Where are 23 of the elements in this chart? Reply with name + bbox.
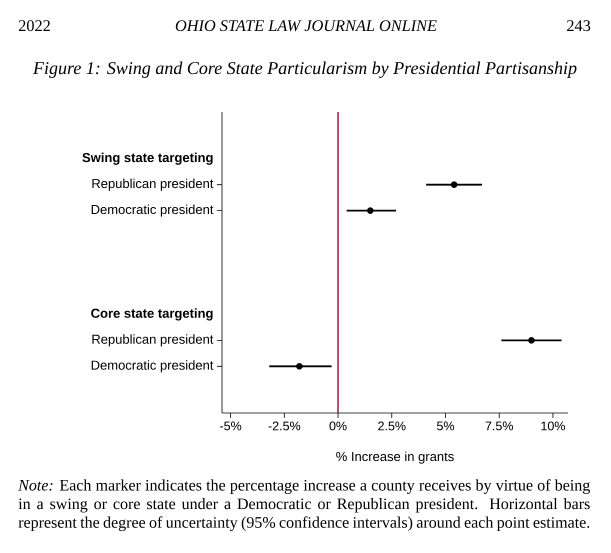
y-tick-label: Swing state targeting	[82, 152, 213, 165]
x-tick-label: 7.5%	[486, 422, 514, 430]
y-tick-label: Core state targeting	[91, 308, 213, 320]
x-tick-label: -5%	[220, 422, 242, 430]
y-tick-label: Democratic president	[92, 204, 214, 217]
point	[528, 337, 535, 344]
x-tick-label: 2.5%	[378, 422, 406, 430]
text: Note: Each marker indicates the percentage increase a county receives by virtue of being in a swing or core state under a Democratic or Republican president. Horizontal bars represent the degree of uncertainty (95% confidence intervals) around each point estimate.	[18, 479, 590, 532]
point	[296, 362, 303, 370]
y-tick-label: Republican president	[92, 178, 214, 191]
text: 243	[567, 20, 590, 32]
text: OHIO STATE LAW JOURNAL ONLINE	[176, 20, 437, 32]
chart-title: Figure 1: Swing and Core State Particularism by Presidential Partisanship	[32, 61, 576, 78]
x-tick-label: 5%	[436, 422, 454, 430]
y-tick-label: Republican president	[92, 334, 214, 346]
x-axis-title: % Increase in grants	[336, 452, 454, 464]
point	[450, 181, 458, 188]
point	[366, 207, 374, 214]
x-tick-label: -2.5%	[268, 422, 300, 430]
x-tick-label: 0%	[330, 422, 347, 430]
y-tick-label: Democratic president	[92, 360, 214, 372]
x-tick-label: 10%	[541, 422, 566, 430]
text: 2022	[18, 20, 50, 32]
